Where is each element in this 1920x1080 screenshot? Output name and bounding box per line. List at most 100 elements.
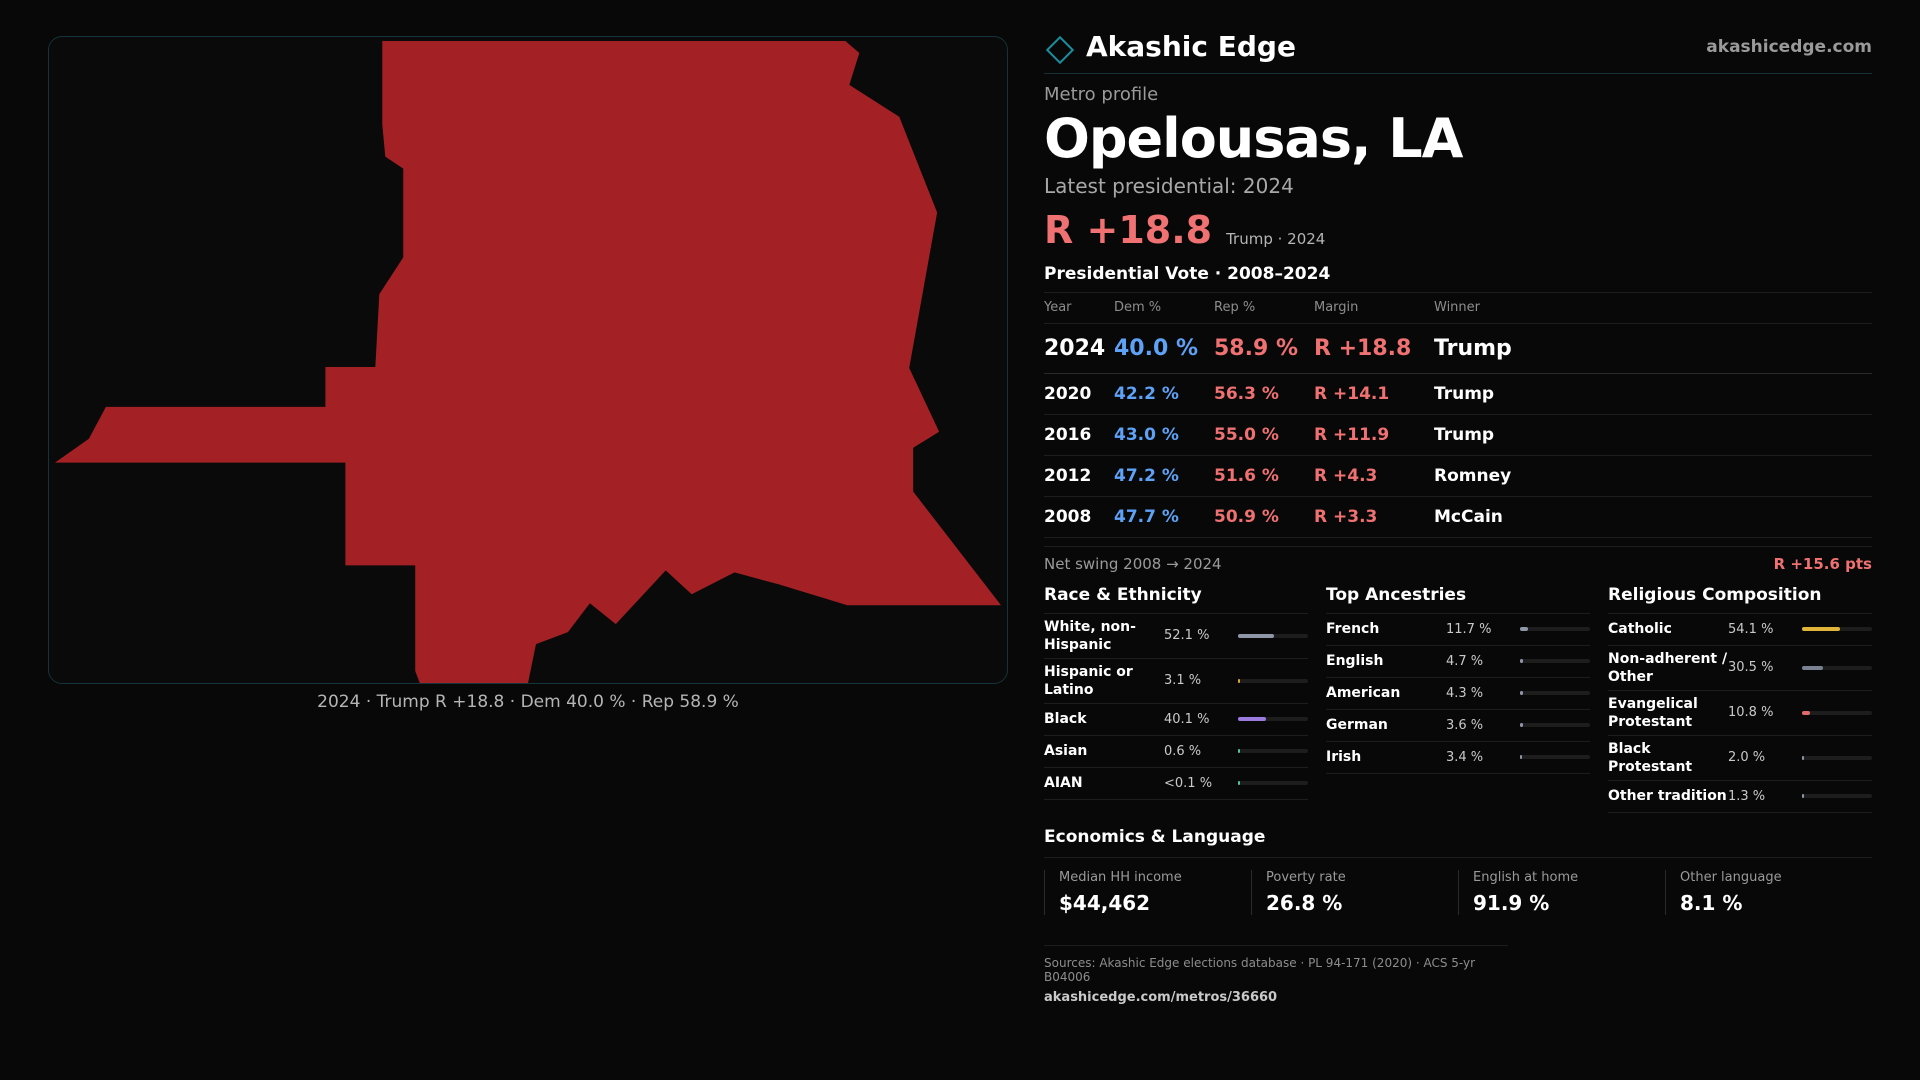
share-bar-fill — [1238, 781, 1240, 785]
share-bar — [1802, 755, 1872, 760]
stat-label: Median HH income — [1059, 869, 1182, 885]
col-header-rep: Rep % — [1214, 293, 1314, 324]
item-value: 0.6 % — [1164, 743, 1202, 759]
list-item: AIAN <0.1 % — [1044, 768, 1308, 800]
share-bar-fill — [1238, 717, 1267, 721]
list-item: English 4.7 % — [1326, 646, 1590, 678]
list-item: German 3.6 % — [1326, 710, 1590, 742]
vote-table-title: Presidential Vote · 2008–2024 — [1044, 264, 1872, 293]
headline-margin: R +18.8 Trump · 2024 — [1044, 208, 1872, 252]
item-label: French — [1326, 621, 1380, 637]
row-winner: McCain — [1434, 496, 1872, 538]
item-label: Hispanic or Latino — [1044, 663, 1133, 698]
row-year: 2016 — [1044, 414, 1114, 456]
share-bar — [1238, 678, 1308, 683]
profile-kicker: Metro profile — [1044, 84, 1159, 105]
item-label: Non-adherent / Other — [1608, 650, 1728, 685]
list-item: American 4.3 % — [1326, 678, 1590, 710]
share-bar — [1802, 794, 1872, 798]
row-winner: Romney — [1434, 455, 1872, 497]
item-value: 2.0 % — [1728, 750, 1766, 765]
list-item: Non-adherent / Other 30.5 % — [1608, 646, 1872, 691]
headline-margin-value: R +18.8 — [1044, 208, 1213, 252]
share-bar — [1520, 627, 1590, 631]
share-bar — [1238, 781, 1308, 785]
share-bar-fill — [1520, 659, 1524, 663]
share-bar-fill — [1238, 633, 1275, 638]
item-value: 4.3 % — [1446, 685, 1484, 701]
ancestries-title: Top Ancestries — [1326, 585, 1590, 614]
share-bar-fill — [1520, 723, 1523, 727]
col-header-winner: Winner — [1434, 293, 1872, 324]
row-winner: Trump — [1434, 373, 1872, 415]
table-row: 2020 42.2 % 56.3 % R +14.1 Trump — [1044, 373, 1872, 415]
item-value: 3.1 % — [1164, 673, 1202, 688]
share-bar — [1520, 659, 1590, 663]
row-year: 2008 — [1044, 496, 1114, 538]
share-bar-fill — [1238, 749, 1240, 753]
item-label: Evangelical Protestant — [1608, 695, 1698, 730]
metro-boundary-shape — [54, 40, 1002, 683]
presidential-vote-table: Year Dem % Rep % Margin Winner 2024 40.0… — [1044, 293, 1872, 538]
row-year: 2020 — [1044, 373, 1114, 415]
economics-title: Economics & Language — [1044, 827, 1872, 858]
row-year: 2024 — [1044, 323, 1114, 374]
table-row: 2008 47.7 % 50.9 % R +3.3 McCain — [1044, 496, 1872, 538]
share-bar — [1802, 627, 1872, 631]
stat-other-language: Other language 8.1 % — [1665, 869, 1872, 915]
list-item: Evangelical Protestant 10.8 % — [1608, 691, 1872, 736]
share-bar-fill — [1238, 678, 1241, 683]
share-bar — [1238, 749, 1308, 753]
row-year: 2012 — [1044, 455, 1114, 497]
race-ethnicity-title: Race & Ethnicity — [1044, 585, 1308, 614]
diamond-icon — [1045, 35, 1075, 64]
item-label: Irish — [1326, 749, 1362, 765]
share-bar — [1520, 723, 1590, 727]
item-label: Asian — [1044, 743, 1088, 759]
share-bar-fill — [1520, 691, 1523, 695]
item-value: 1.3 % — [1728, 788, 1766, 804]
ancestries-section: Top Ancestries French 11.7 % English 4.7… — [1326, 585, 1590, 813]
table-header-row: Year Dem % Rep % Margin Winner — [1044, 293, 1872, 324]
item-label: Black — [1044, 711, 1087, 727]
item-value: 11.7 % — [1446, 621, 1492, 637]
sources-footer: Sources: Akashic Edge elections database… — [1044, 944, 1508, 1005]
row-winner: Trump — [1434, 414, 1872, 456]
demographics-grid: Race & Ethnicity White, non-Hispanic 52.… — [1044, 585, 1872, 813]
item-label: American — [1326, 685, 1401, 701]
stat-label: Poverty rate — [1266, 869, 1346, 885]
row-winner: Trump — [1434, 323, 1872, 374]
item-label: AIAN — [1044, 775, 1083, 791]
row-margin: R +14.1 — [1314, 373, 1434, 415]
item-label: Other tradition — [1608, 788, 1727, 804]
metro-url-link[interactable]: akashicedge.com/metros/36660 — [1044, 989, 1278, 1005]
religion-section: Religious Composition Catholic 54.1 % No… — [1608, 585, 1872, 813]
item-label: German — [1326, 717, 1388, 733]
list-item: Hispanic or Latino 3.1 % — [1044, 659, 1308, 704]
brand-name: Akashic Edge — [1086, 30, 1296, 63]
list-item: Catholic 54.1 % — [1608, 614, 1872, 646]
item-value: 10.8 % — [1728, 705, 1774, 720]
list-item: Black Protestant 2.0 % — [1608, 736, 1872, 781]
table-row: 2012 47.2 % 51.6 % R +4.3 Romney — [1044, 455, 1872, 497]
stat-median-income: Median HH income $44,462 — [1044, 869, 1251, 915]
list-item: Other tradition 1.3 % — [1608, 781, 1872, 813]
net-swing-label: Net swing 2008 → 2024 — [1044, 554, 1222, 573]
page-title: Opelousas, LA — [1044, 107, 1463, 170]
row-rep: 50.9 % — [1214, 496, 1314, 538]
brand-domain-link[interactable]: akashicedge.com — [1706, 36, 1872, 57]
share-bar — [1238, 633, 1308, 638]
share-bar — [1802, 710, 1872, 715]
brand[interactable]: Akashic Edge — [1044, 30, 1296, 64]
stat-value: 26.8 % — [1266, 890, 1343, 915]
list-item: White, non-Hispanic 52.1 % — [1044, 614, 1308, 659]
item-label: Black Protestant — [1608, 740, 1693, 775]
stat-value: $44,462 — [1059, 890, 1151, 915]
item-value: 52.1 % — [1164, 628, 1210, 643]
stat-value: 8.1 % — [1680, 890, 1743, 915]
item-label: Catholic — [1608, 621, 1672, 637]
headline-margin-sub: Trump · 2024 — [1226, 230, 1326, 248]
item-value: 40.1 % — [1164, 711, 1210, 727]
item-label: White, non-Hispanic — [1044, 618, 1136, 653]
share-bar-fill — [1802, 794, 1804, 798]
